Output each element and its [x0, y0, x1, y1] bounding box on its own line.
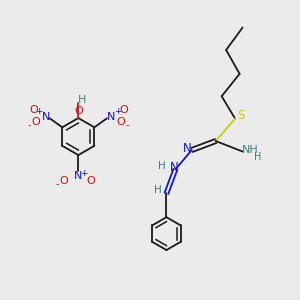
Text: +: +: [114, 107, 121, 116]
Text: O: O: [29, 105, 38, 115]
Text: O: O: [117, 117, 126, 127]
Text: O: O: [31, 117, 40, 127]
Text: N: N: [41, 112, 50, 122]
Text: H: H: [158, 161, 166, 171]
Text: O: O: [86, 176, 95, 186]
Text: H: H: [78, 94, 86, 104]
Text: H: H: [154, 185, 162, 195]
Text: N: N: [183, 142, 192, 155]
Text: +: +: [36, 107, 43, 116]
Text: -: -: [27, 120, 31, 130]
Text: S: S: [237, 109, 244, 122]
Text: -: -: [125, 120, 129, 130]
Text: NH: NH: [242, 145, 258, 155]
Text: O: O: [60, 176, 68, 186]
Text: O: O: [74, 106, 83, 116]
Text: N: N: [169, 160, 178, 173]
Text: O: O: [119, 105, 128, 115]
Text: N: N: [74, 171, 82, 181]
Text: H: H: [254, 152, 262, 162]
Text: -: -: [56, 179, 59, 189]
Text: N: N: [107, 112, 115, 122]
Text: +: +: [81, 169, 88, 178]
